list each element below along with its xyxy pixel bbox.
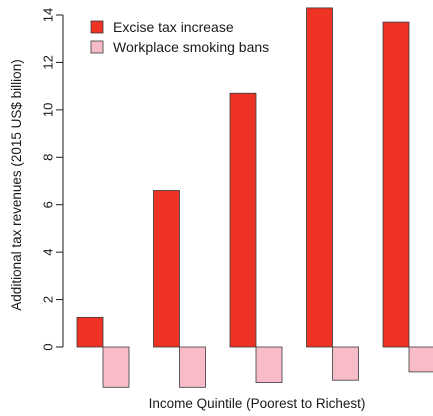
legend: Excise tax increase Workplace smoking ban… bbox=[90, 19, 269, 55]
legend-label: Excise tax increase bbox=[113, 19, 234, 35]
bar-excise bbox=[382, 21, 410, 348]
y-tick-label: 6 bbox=[41, 201, 56, 208]
y-tick-label: 2 bbox=[41, 296, 56, 303]
bars bbox=[76, 7, 433, 388]
x-axis-title: Income Quintile (Poorest to Richest) bbox=[149, 396, 366, 411]
y-tick-label: 14 bbox=[41, 8, 56, 22]
y-tick-label: 4 bbox=[41, 249, 56, 256]
bar-smoking-ban bbox=[179, 346, 206, 388]
y-tick-label: 8 bbox=[41, 154, 56, 161]
bar-excise bbox=[306, 7, 333, 348]
legend-label: Workplace smoking bans bbox=[113, 39, 269, 55]
bar-smoking-ban bbox=[255, 346, 283, 383]
y-tick-label: 10 bbox=[41, 103, 56, 117]
bar-excise bbox=[153, 190, 180, 348]
bar-smoking-ban bbox=[102, 346, 130, 388]
y-tick-label: 12 bbox=[41, 55, 56, 69]
bar-smoking-ban bbox=[332, 346, 359, 381]
bar-smoking-ban bbox=[408, 346, 433, 373]
y-axis: 0 2 4 6 8 10 12 14 bbox=[41, 8, 64, 351]
bar-excise bbox=[229, 92, 257, 348]
legend-swatch bbox=[90, 20, 104, 34]
y-tick-label: 0 bbox=[41, 343, 56, 350]
bar-excise bbox=[76, 316, 104, 348]
y-axis-title: Additional tax revenues (2015 US$ billio… bbox=[9, 59, 24, 310]
legend-swatch bbox=[90, 40, 104, 54]
